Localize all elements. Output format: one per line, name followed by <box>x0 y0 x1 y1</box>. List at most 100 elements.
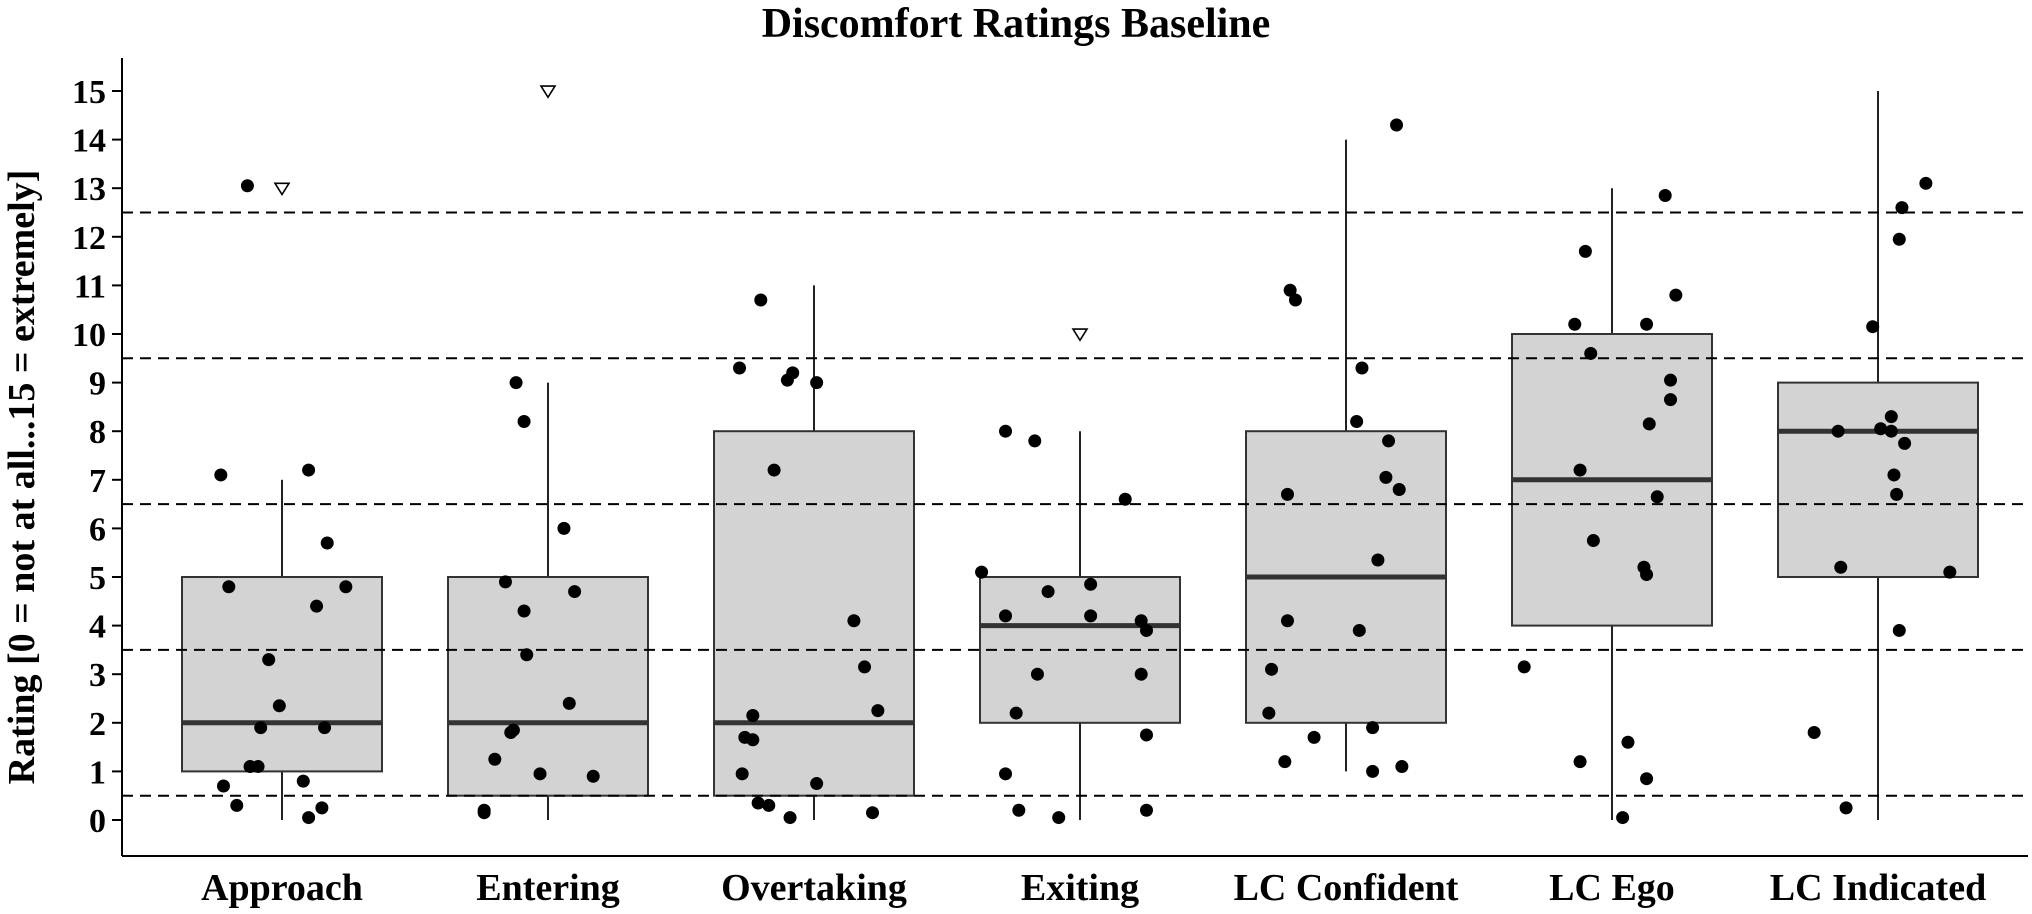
data-point <box>735 767 749 781</box>
data-point <box>1280 487 1294 501</box>
data-point <box>1379 470 1393 484</box>
data-point <box>498 575 512 589</box>
data-point <box>586 769 600 783</box>
data-point <box>1517 660 1531 674</box>
data-point <box>243 760 257 774</box>
data-point <box>1390 118 1404 132</box>
x-tick-label: LC Indicated <box>1770 867 1986 909</box>
y-tick-label: 2 <box>89 706 106 743</box>
data-point <box>477 806 491 820</box>
y-tick-label: 15 <box>72 74 106 111</box>
data-point <box>762 798 776 812</box>
data-point <box>302 463 316 477</box>
data-point <box>1052 811 1066 825</box>
y-tick-label: 6 <box>89 511 106 548</box>
data-point <box>1895 201 1909 215</box>
data-point <box>1012 803 1026 817</box>
y-tick-label: 3 <box>89 657 106 694</box>
data-point <box>1578 244 1592 258</box>
data-point <box>302 811 316 825</box>
data-point <box>1669 288 1683 302</box>
data-point <box>296 774 310 788</box>
outlier-marker <box>539 85 557 99</box>
data-point <box>568 585 582 599</box>
data-point <box>520 648 534 662</box>
data-point <box>1307 730 1321 744</box>
y-tick-label: 9 <box>89 366 106 403</box>
data-point <box>1134 614 1148 628</box>
data-point <box>1884 410 1898 424</box>
data-point <box>999 424 1013 438</box>
data-point <box>746 709 760 723</box>
data-point <box>751 796 765 810</box>
data-point <box>562 696 576 710</box>
data-point <box>847 614 861 628</box>
data-point <box>533 767 547 781</box>
data-point <box>1831 424 1845 438</box>
data-point <box>1834 560 1848 574</box>
data-point <box>1084 609 1098 623</box>
data-point <box>1140 623 1153 637</box>
box-iqr <box>447 576 649 797</box>
data-point <box>262 653 276 667</box>
data-point <box>1898 436 1912 450</box>
data-point <box>272 699 286 713</box>
data-point <box>1371 553 1385 567</box>
data-point <box>222 580 236 594</box>
data-point <box>1640 317 1654 331</box>
data-point <box>1658 188 1672 202</box>
data-point <box>1350 414 1364 428</box>
data-point <box>1887 468 1901 482</box>
y-tick-label: 12 <box>72 220 106 257</box>
data-point <box>517 414 531 428</box>
data-point <box>1140 728 1153 742</box>
x-tick-label: Approach <box>201 867 363 909</box>
data-point <box>1807 726 1821 740</box>
data-point <box>1392 483 1406 497</box>
y-tick-label: 11 <box>74 268 106 305</box>
data-point <box>1395 760 1409 774</box>
y-tick-label: 0 <box>89 803 106 840</box>
data-point <box>339 580 353 594</box>
data-point <box>1584 346 1598 360</box>
x-tick-label: LC Confident <box>1234 867 1459 909</box>
data-point <box>1262 706 1276 720</box>
data-point <box>1382 434 1396 448</box>
data-point <box>1586 534 1600 548</box>
x-tick-label: Exiting <box>1021 867 1139 909</box>
data-point <box>557 521 571 535</box>
data-point <box>214 468 228 482</box>
data-point <box>1919 176 1933 190</box>
data-point <box>1009 706 1023 720</box>
data-point <box>1573 755 1587 769</box>
box-iqr <box>1777 381 1979 578</box>
data-point <box>1664 393 1678 407</box>
data-point <box>1650 490 1664 504</box>
data-point <box>504 726 518 740</box>
data-point <box>1265 662 1279 676</box>
data-point <box>318 721 332 735</box>
data-point <box>1640 568 1654 582</box>
data-point <box>1621 735 1635 749</box>
data-point <box>1030 667 1044 681</box>
data-point <box>780 373 794 387</box>
data-point <box>754 293 768 307</box>
data-point <box>1568 317 1582 331</box>
data-point <box>240 179 254 193</box>
data-point <box>1352 623 1366 637</box>
data-point <box>1943 565 1957 579</box>
y-tick-label: 10 <box>72 317 106 354</box>
data-point <box>1884 424 1898 438</box>
outlier-marker <box>273 182 291 197</box>
y-tick-label: 1 <box>89 754 106 791</box>
data-point <box>1278 755 1292 769</box>
data-point <box>1640 772 1654 786</box>
data-point <box>1366 764 1380 778</box>
data-point <box>509 376 523 390</box>
data-point <box>230 798 244 812</box>
data-point <box>810 376 824 390</box>
data-point <box>733 361 747 375</box>
data-point <box>767 463 781 477</box>
data-point <box>1355 361 1369 375</box>
